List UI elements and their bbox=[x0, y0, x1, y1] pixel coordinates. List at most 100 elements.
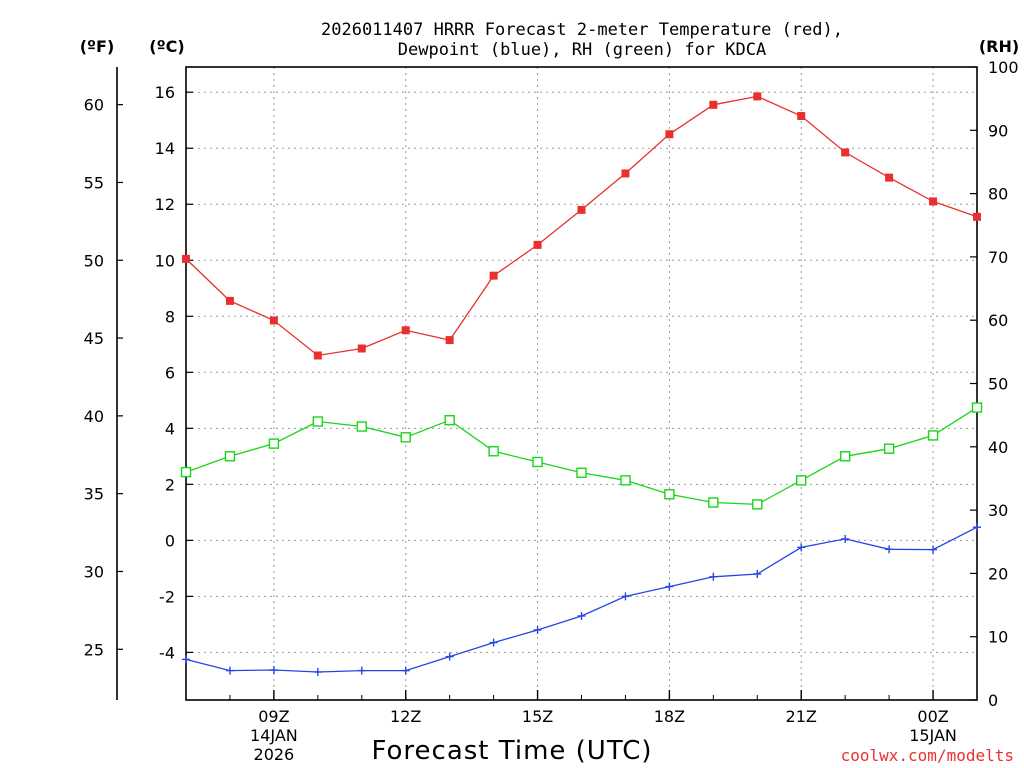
dewpoint-point bbox=[445, 652, 454, 661]
rh-tick-label: 60 bbox=[988, 311, 1008, 330]
fahrenheit-tick-label: 60 bbox=[84, 96, 104, 115]
celsius-tick-label: -4 bbox=[159, 643, 175, 662]
grid bbox=[186, 67, 977, 700]
dewpoint-point bbox=[929, 545, 938, 554]
rh-point bbox=[576, 467, 587, 478]
rh-unit-label: (RH) bbox=[979, 37, 1019, 56]
dewpoint-point bbox=[269, 666, 278, 675]
chart-title-line2: Dewpoint (blue), RH (green) for KDCA bbox=[398, 40, 766, 60]
x-tick-label: 18Z bbox=[654, 707, 685, 726]
temperature-point bbox=[269, 316, 278, 325]
dewpoint-point bbox=[577, 611, 586, 620]
dewpoint-point bbox=[841, 534, 850, 543]
dewpoint-point bbox=[753, 569, 762, 578]
temperature-point bbox=[709, 100, 718, 109]
temperature-point bbox=[665, 130, 674, 139]
temperature-point bbox=[841, 148, 850, 157]
temperature-point bbox=[753, 92, 762, 101]
rh-point bbox=[356, 421, 367, 432]
rh-tick-label: 20 bbox=[988, 564, 1008, 583]
rh-tick-label: 10 bbox=[988, 628, 1008, 647]
x-tick-label: 12Z bbox=[390, 707, 421, 726]
dewpoint-point bbox=[533, 625, 542, 634]
rh-point bbox=[488, 446, 499, 457]
rh-point bbox=[180, 466, 192, 478]
rh-point bbox=[268, 438, 280, 449]
fahrenheit-tick-label: 40 bbox=[84, 407, 104, 426]
rh-tick-label: 80 bbox=[988, 185, 1008, 204]
dewpoint-point bbox=[313, 667, 322, 676]
celsius-tick-label: 0 bbox=[165, 531, 175, 550]
rh-point bbox=[708, 497, 719, 508]
plot-frame bbox=[185, 66, 978, 701]
rh-tick-label: 30 bbox=[988, 501, 1008, 520]
dewpoint-point bbox=[225, 666, 234, 675]
rh-point bbox=[620, 475, 631, 486]
rh-point bbox=[839, 451, 851, 462]
dewpoint-point bbox=[885, 545, 894, 554]
dewpoint-point bbox=[709, 572, 718, 581]
dewpoint-series-line bbox=[185, 526, 978, 673]
rh-tick-label: 70 bbox=[988, 248, 1008, 267]
tick-labels: -4 -2 0 2 4 6 8 10 12 14 16 25 30 35 40 45 50 55 60 0 10 20 30… bbox=[84, 58, 1019, 764]
temperature-point bbox=[797, 112, 806, 121]
rh-point bbox=[752, 499, 763, 510]
dewpoint-point bbox=[621, 592, 630, 601]
temperature-point bbox=[182, 254, 190, 263]
celsius-unit-label: (ºC) bbox=[149, 37, 184, 56]
temperature-point bbox=[489, 271, 498, 280]
rh-point bbox=[400, 432, 411, 443]
celsius-tick-label: 14 bbox=[155, 139, 175, 158]
x-tick-label: 15Z bbox=[522, 707, 553, 726]
temperature-point bbox=[885, 173, 894, 182]
celsius-tick-label: 6 bbox=[165, 363, 175, 382]
celsius-tick-label: 10 bbox=[155, 251, 175, 270]
fahrenheit-tick-label: 45 bbox=[84, 329, 104, 348]
dewpoint-point bbox=[489, 638, 498, 647]
x-tick-label: 00Z bbox=[917, 707, 948, 726]
fahrenheit-tick-label: 55 bbox=[84, 173, 104, 192]
celsius-tick-label: 16 bbox=[155, 83, 175, 102]
rh-tick-label: 100 bbox=[988, 58, 1019, 77]
fahrenheit-tick-label: 50 bbox=[84, 251, 104, 270]
celsius-tick-label: -2 bbox=[159, 587, 175, 606]
fahrenheit-tick-label: 30 bbox=[84, 562, 104, 581]
temperature-point bbox=[929, 197, 938, 206]
rh-point bbox=[444, 415, 455, 426]
rh-point bbox=[883, 443, 895, 454]
celsius-tick-label: 4 bbox=[165, 419, 175, 438]
fahrenheit-tick-label: 25 bbox=[84, 640, 104, 659]
dewpoint-point bbox=[797, 543, 806, 552]
temperature-point bbox=[533, 240, 542, 249]
temperature-point bbox=[401, 326, 410, 335]
x-tick-label: 09Z bbox=[258, 707, 289, 726]
rh-point bbox=[312, 416, 324, 427]
rh-point bbox=[927, 430, 939, 441]
x-tick-label: 21Z bbox=[786, 707, 817, 726]
celsius-tick-label: 2 bbox=[165, 475, 175, 494]
dewpoint-point bbox=[182, 655, 190, 664]
temperature-point bbox=[577, 205, 586, 214]
fahrenheit-tick-label: 35 bbox=[84, 485, 104, 504]
series bbox=[180, 92, 983, 676]
temperature-point bbox=[445, 336, 454, 345]
x-tick-date: 15JAN bbox=[909, 726, 957, 745]
temperature-point bbox=[225, 296, 234, 305]
rh-tick-label: 90 bbox=[988, 121, 1008, 140]
rh-point bbox=[664, 489, 675, 500]
rh-point bbox=[796, 475, 807, 486]
rh-point bbox=[971, 402, 983, 413]
rh-tick-label: 40 bbox=[988, 438, 1008, 457]
credit-text: coolwx.com/modelts bbox=[841, 746, 1014, 765]
x-tick-year: 2026 bbox=[254, 745, 295, 764]
rh-tick-label: 0 bbox=[988, 691, 998, 710]
rh-point bbox=[532, 456, 543, 468]
temperature-point bbox=[313, 351, 322, 360]
rh-point bbox=[224, 451, 236, 462]
temperature-point bbox=[621, 169, 630, 178]
fahrenheit-unit-label: (ºF) bbox=[80, 37, 115, 56]
x-axis-label: Forecast Time (UTC) bbox=[371, 736, 652, 766]
x-tick-date: 14JAN bbox=[250, 726, 298, 745]
dewpoint-point bbox=[973, 523, 981, 532]
